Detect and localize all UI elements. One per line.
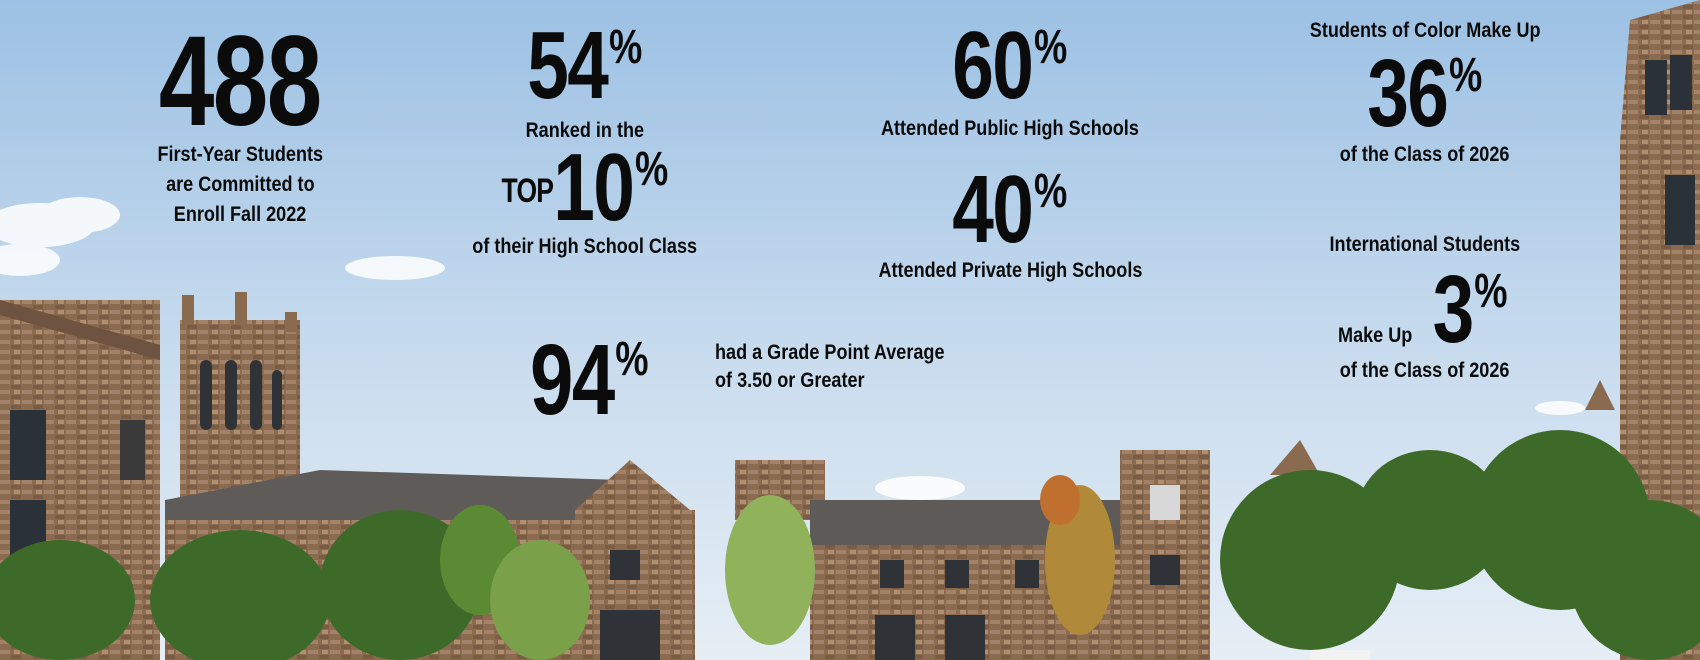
- top-ranked-pct: %: [609, 21, 643, 74]
- top-ranked-caption-bottom: of their High School Class: [472, 235, 698, 258]
- public-hs-caption: Attended Public High Schools: [881, 117, 1139, 140]
- public-hs-pct: %: [1034, 21, 1068, 74]
- stat-first-year: 488 First-Year Students are Committed to…: [105, 18, 375, 230]
- international-caption-2: Make Up: [1337, 324, 1412, 347]
- top-ranked-caption-top: Ranked in the: [525, 119, 645, 142]
- public-hs-number: 60: [952, 12, 1034, 119]
- private-hs-pct: %: [1034, 165, 1068, 218]
- top-ranked-number: 54: [527, 12, 609, 119]
- stat-international: International Students Make Up 3% of the…: [1255, 230, 1595, 386]
- first-year-caption-1: First-Year Students: [157, 143, 323, 166]
- international-caption-bottom: of the Class of 2026: [1340, 359, 1510, 382]
- first-year-number: 488: [159, 10, 322, 153]
- gpa-number: 94: [530, 324, 615, 436]
- stat-private-hs: 40% Attended Private High Schools: [845, 162, 1175, 286]
- stat-public-hs: 60% Attended Public High Schools: [845, 18, 1175, 144]
- private-hs-caption: Attended Private High Schools: [878, 259, 1142, 282]
- international-caption-1: International Students: [1329, 233, 1521, 256]
- trees: [0, 430, 1700, 660]
- top-number: 10: [553, 134, 635, 241]
- gpa-caption-1: had a Grade Point Average: [715, 341, 945, 364]
- stat-students-of-color: Students of Color Make Up 36% of the Cla…: [1255, 16, 1595, 170]
- stat-top-ranked: 54% Ranked in the TOP10% of their High S…: [440, 18, 730, 262]
- students-of-color-caption-bottom: of the Class of 2026: [1340, 143, 1510, 166]
- students-of-color-pct: %: [1449, 49, 1483, 102]
- clouds: [0, 197, 1585, 500]
- top-number-pct: %: [635, 143, 669, 196]
- students-of-color-caption-top: Students of Color Make Up: [1309, 19, 1541, 42]
- gpa-caption-2: of 3.50 or Greater: [715, 369, 865, 392]
- students-of-color-number: 36: [1367, 40, 1449, 147]
- first-year-caption-2: are Committed to: [165, 173, 315, 196]
- first-year-caption-3: Enroll Fall 2022: [173, 203, 307, 226]
- international-number: 3: [1432, 256, 1475, 363]
- international-pct: %: [1474, 265, 1508, 318]
- clock-tower: [180, 292, 300, 500]
- top-word: TOP: [501, 171, 554, 210]
- private-hs-number: 40: [952, 156, 1034, 263]
- gpa-pct: %: [615, 333, 649, 386]
